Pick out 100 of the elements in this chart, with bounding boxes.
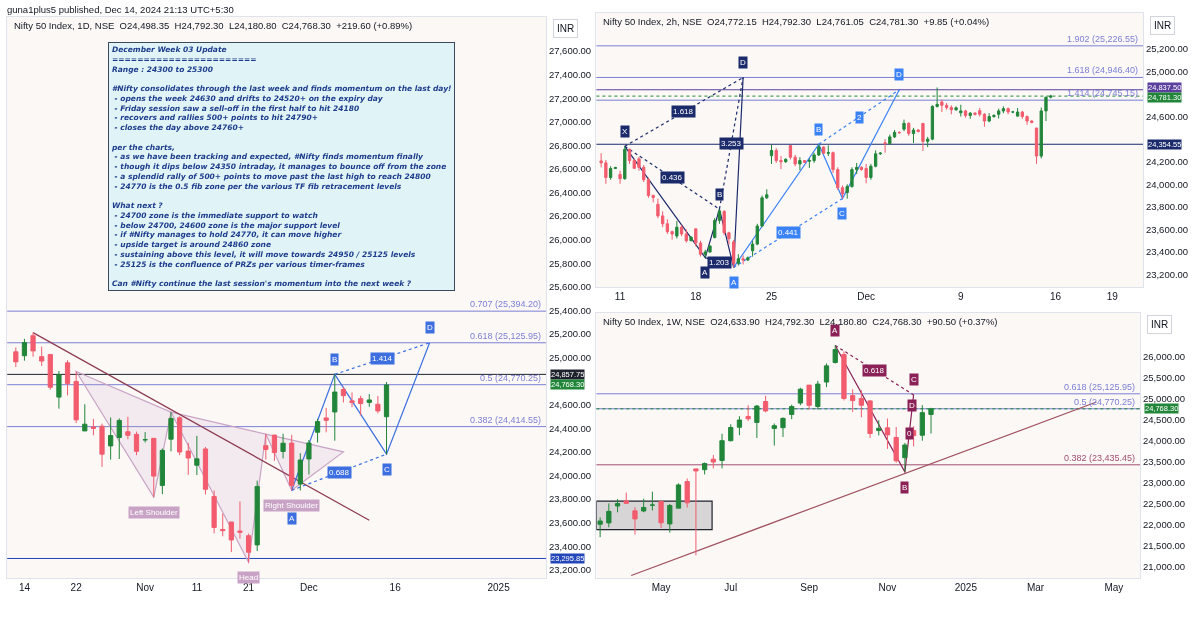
ref-line-label: 0.618 (25,125.95) [1064, 382, 1136, 392]
y-tick-label: 23,800.00 [548, 493, 592, 505]
y-tick-label: 26,800.00 [548, 139, 592, 151]
y-tick-label: 23,400.00 [548, 540, 592, 552]
annotation: B [816, 125, 822, 134]
ref-line-label: 0.618 (25,125.95) [470, 331, 542, 341]
x-tick-label: 19 [1106, 290, 1119, 302]
x-tick-label: 9 [958, 290, 965, 302]
series-label: 0.618 [864, 366, 885, 375]
y-tick-label: 23,600.00 [1145, 223, 1189, 235]
ref-line-label: 0.5 (24,770.25) [1074, 397, 1136, 407]
y-tick-label: 22,500.00 [1142, 498, 1186, 510]
chart-title: Nifty 50 Index, 2h, NSE O24,772.15 H24,792.30 L24,761.05 C24,781.30 +9.85 (+0.04%) [603, 16, 990, 27]
series-label: 3.253 [721, 139, 742, 148]
y-tick-label: 22,000.00 [1142, 519, 1186, 531]
ref-line-label: 1.902 (25,226.55) [1067, 34, 1139, 44]
text: INR [1154, 20, 1172, 31]
y-tick-label: 25,000.00 [548, 351, 592, 363]
annotation: A [702, 268, 708, 277]
y-tick-label: 27,400.00 [548, 69, 592, 81]
annotation: D [740, 58, 746, 67]
x-tick-label: Mar [1026, 582, 1045, 594]
annotation: B [902, 483, 908, 492]
y-tick-label: 26,200.00 [548, 210, 592, 222]
y-tick-label: 27,200.00 [548, 92, 592, 104]
x-tick-label: 25 [765, 290, 778, 302]
y-tick-label: 24,000.00 [1145, 178, 1189, 190]
annotation: A [289, 514, 295, 523]
x-tick-label: 2025 [487, 582, 511, 594]
annotation: C [911, 375, 917, 384]
annotation: Right Shoulder [265, 501, 319, 510]
series-label: 1.618 [673, 107, 694, 116]
x-tick-label: 11 [614, 290, 626, 302]
y-tick-label: 26,600.00 [548, 163, 592, 175]
x-tick-label: Dec [300, 582, 318, 594]
series-label: 1.203 [709, 258, 730, 267]
y-tick-label: 24,500.00 [1142, 414, 1186, 426]
annotation: X [622, 127, 628, 136]
annotation: Left Shoulder [130, 508, 178, 517]
text: INR [1151, 319, 1169, 330]
y-tick-label: 26,400.00 [548, 186, 592, 198]
y-tick-label: 25,600.00 [548, 281, 592, 293]
x-tick-label: Nov [878, 582, 897, 594]
y-tick-label: 21,000.00 [1142, 561, 1186, 573]
series-label: 0.436 [662, 173, 683, 182]
chart-title: Nifty 50 Index, 1D, NSE O24,498.35 H24,792.30 L24,180.80 C24,768.30 +219.60 (+0.89%) [14, 20, 413, 31]
annotation: D [909, 401, 915, 410]
annotation: Head [239, 573, 259, 582]
x-tick-label: Dec [857, 290, 876, 302]
ref-line-label: 0.5 (24,770.25) [480, 373, 542, 383]
annotation: 0 [907, 429, 912, 438]
y-tick-label: 24,000.00 [1142, 435, 1186, 447]
ref-line-label: 0.382 (23,435.45) [1064, 453, 1136, 463]
y-tick-label: 24,200.00 [548, 446, 592, 458]
y-tick-label: 26,000.00 [548, 234, 592, 246]
x-tick-label: 21 [243, 582, 255, 594]
y-tick-label: 24,400.00 [548, 422, 592, 434]
y-tick-label: 27,600.00 [548, 45, 592, 57]
y-tick-label: 23,000.00 [1142, 477, 1186, 489]
annotation: C [839, 209, 845, 218]
chart-title: Nifty 50 Index, 1W, NSE O24,633.90 H24,792.30 L24,180.80 C24,768.30 +90.50 (+0.37%) [603, 316, 998, 327]
x-tick-label: 18 [690, 290, 702, 302]
y-tick-label: 24,200.00 [1145, 156, 1189, 168]
x-tick-label: May [651, 582, 671, 594]
annotation: A [832, 326, 838, 335]
y-tick-label: 26,000.00 [1142, 351, 1186, 363]
x-tick-label: 22 [70, 582, 83, 594]
y-tick-label: 25,000.00 [1145, 65, 1189, 77]
y-tick-label: 24,600.00 [548, 399, 592, 411]
annotation: B [332, 355, 338, 364]
x-tick-label: Nov [136, 582, 155, 594]
x-tick-label: Jul [724, 582, 738, 594]
x-tick-label: 2025 [954, 582, 978, 594]
y-tick-label: 25,200.00 [1145, 43, 1189, 55]
ref-line-label: 0.382 (24,414.55) [470, 415, 542, 425]
y-tick-label: 23,200.00 [1145, 268, 1189, 280]
series-label: 0.441 [778, 228, 799, 237]
annotation: B [717, 190, 723, 199]
y-tick-label: 27,000.00 [548, 116, 592, 128]
y-tick-label: 21,500.00 [1142, 540, 1186, 552]
annotation: A [731, 278, 737, 287]
text: guna1plus5 published, Dec 14, 2024 21:13 UTC+5:30 [7, 4, 234, 15]
x-tick-label: May [1104, 582, 1124, 594]
x-tick-label: 14 [18, 582, 31, 594]
annotation: C [384, 465, 390, 474]
x-tick-label: 11 [191, 582, 203, 594]
x-tick-label: 16 [1049, 290, 1062, 302]
ref-line-label: 0.707 (25,394.20) [470, 299, 542, 309]
annotation: D [427, 323, 433, 332]
series-label: 1.414 [372, 354, 393, 363]
y-tick-label: 23,400.00 [1145, 246, 1189, 258]
series-label: 2 [857, 113, 862, 122]
y-tick-label: 23,200.00 [548, 564, 592, 576]
ref-line-label: 1.414 (24,745.15) [1067, 88, 1139, 98]
y-tick-label: 23,600.00 [548, 516, 592, 528]
y-tick-label: 24,000.00 [548, 469, 592, 481]
x-tick-label: Sep [800, 582, 819, 594]
y-tick-label: 25,200.00 [548, 328, 592, 340]
y-tick-label: 25,400.00 [548, 304, 592, 316]
y-tick-label: 23,500.00 [1142, 456, 1186, 468]
